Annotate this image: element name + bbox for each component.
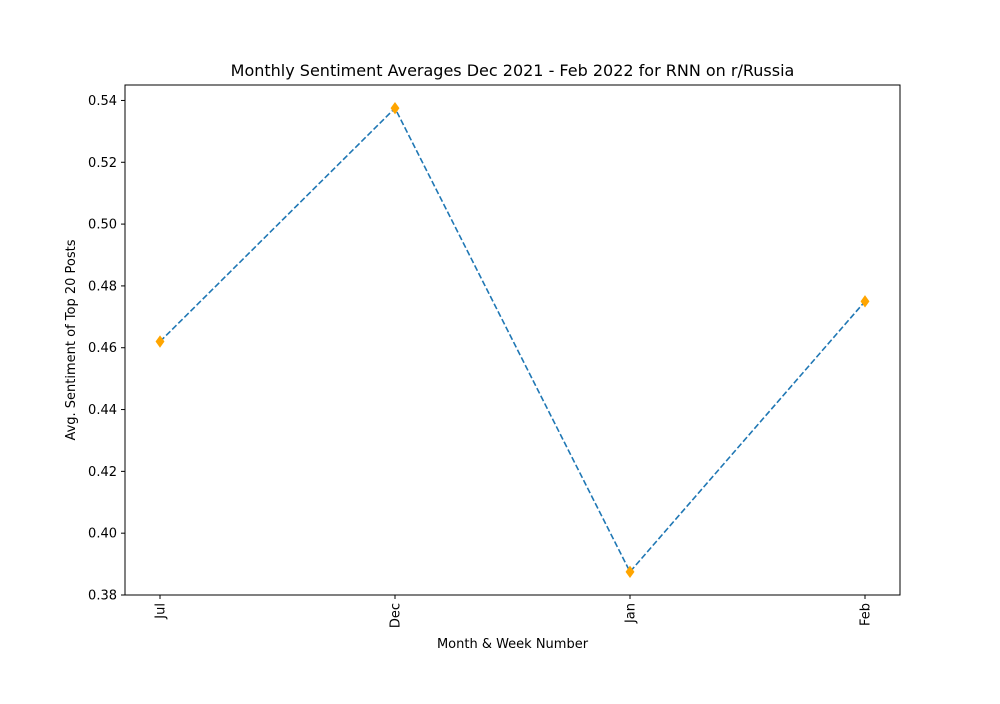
y-tick-label: 0.52	[88, 156, 117, 171]
x-axis: Jul Dec Jan Feb	[154, 595, 874, 628]
y-tick-label: 0.46	[88, 341, 117, 356]
data-point-marker	[860, 295, 870, 308]
series-line	[159, 106, 866, 574]
y-tick-label: 0.38	[88, 589, 117, 604]
x-tick-label: Feb	[859, 603, 874, 626]
plot-area	[124, 84, 901, 596]
data-point-marker	[390, 101, 400, 115]
x-axis-label: Month & Week Number	[437, 637, 589, 652]
y-tick-label: 0.44	[88, 403, 117, 418]
x-tick-label: Dec	[389, 603, 404, 628]
y-tick-label: 0.48	[88, 279, 117, 294]
data-point-marker	[625, 565, 635, 579]
y-tick-label: 0.42	[88, 465, 117, 480]
y-axis-label: Avg. Sentiment of Top 20 Posts	[64, 239, 79, 440]
y-tick-label: 0.40	[88, 527, 117, 542]
x-tick-label: Jan	[624, 603, 639, 624]
y-tick-label: 0.50	[88, 218, 117, 233]
chart-title: Monthly Sentiment Averages Dec 2021 - Fe…	[231, 61, 795, 80]
axes-frame	[124, 84, 901, 596]
y-tick-label: 0.54	[88, 94, 117, 109]
y-axis: 0.38 0.40 0.42 0.44 0.46 0.48 0.50 0.52 0.54	[88, 94, 125, 604]
series-layer	[155, 101, 870, 579]
x-tick-label: Jul	[154, 603, 169, 620]
data-point-marker	[155, 335, 165, 348]
